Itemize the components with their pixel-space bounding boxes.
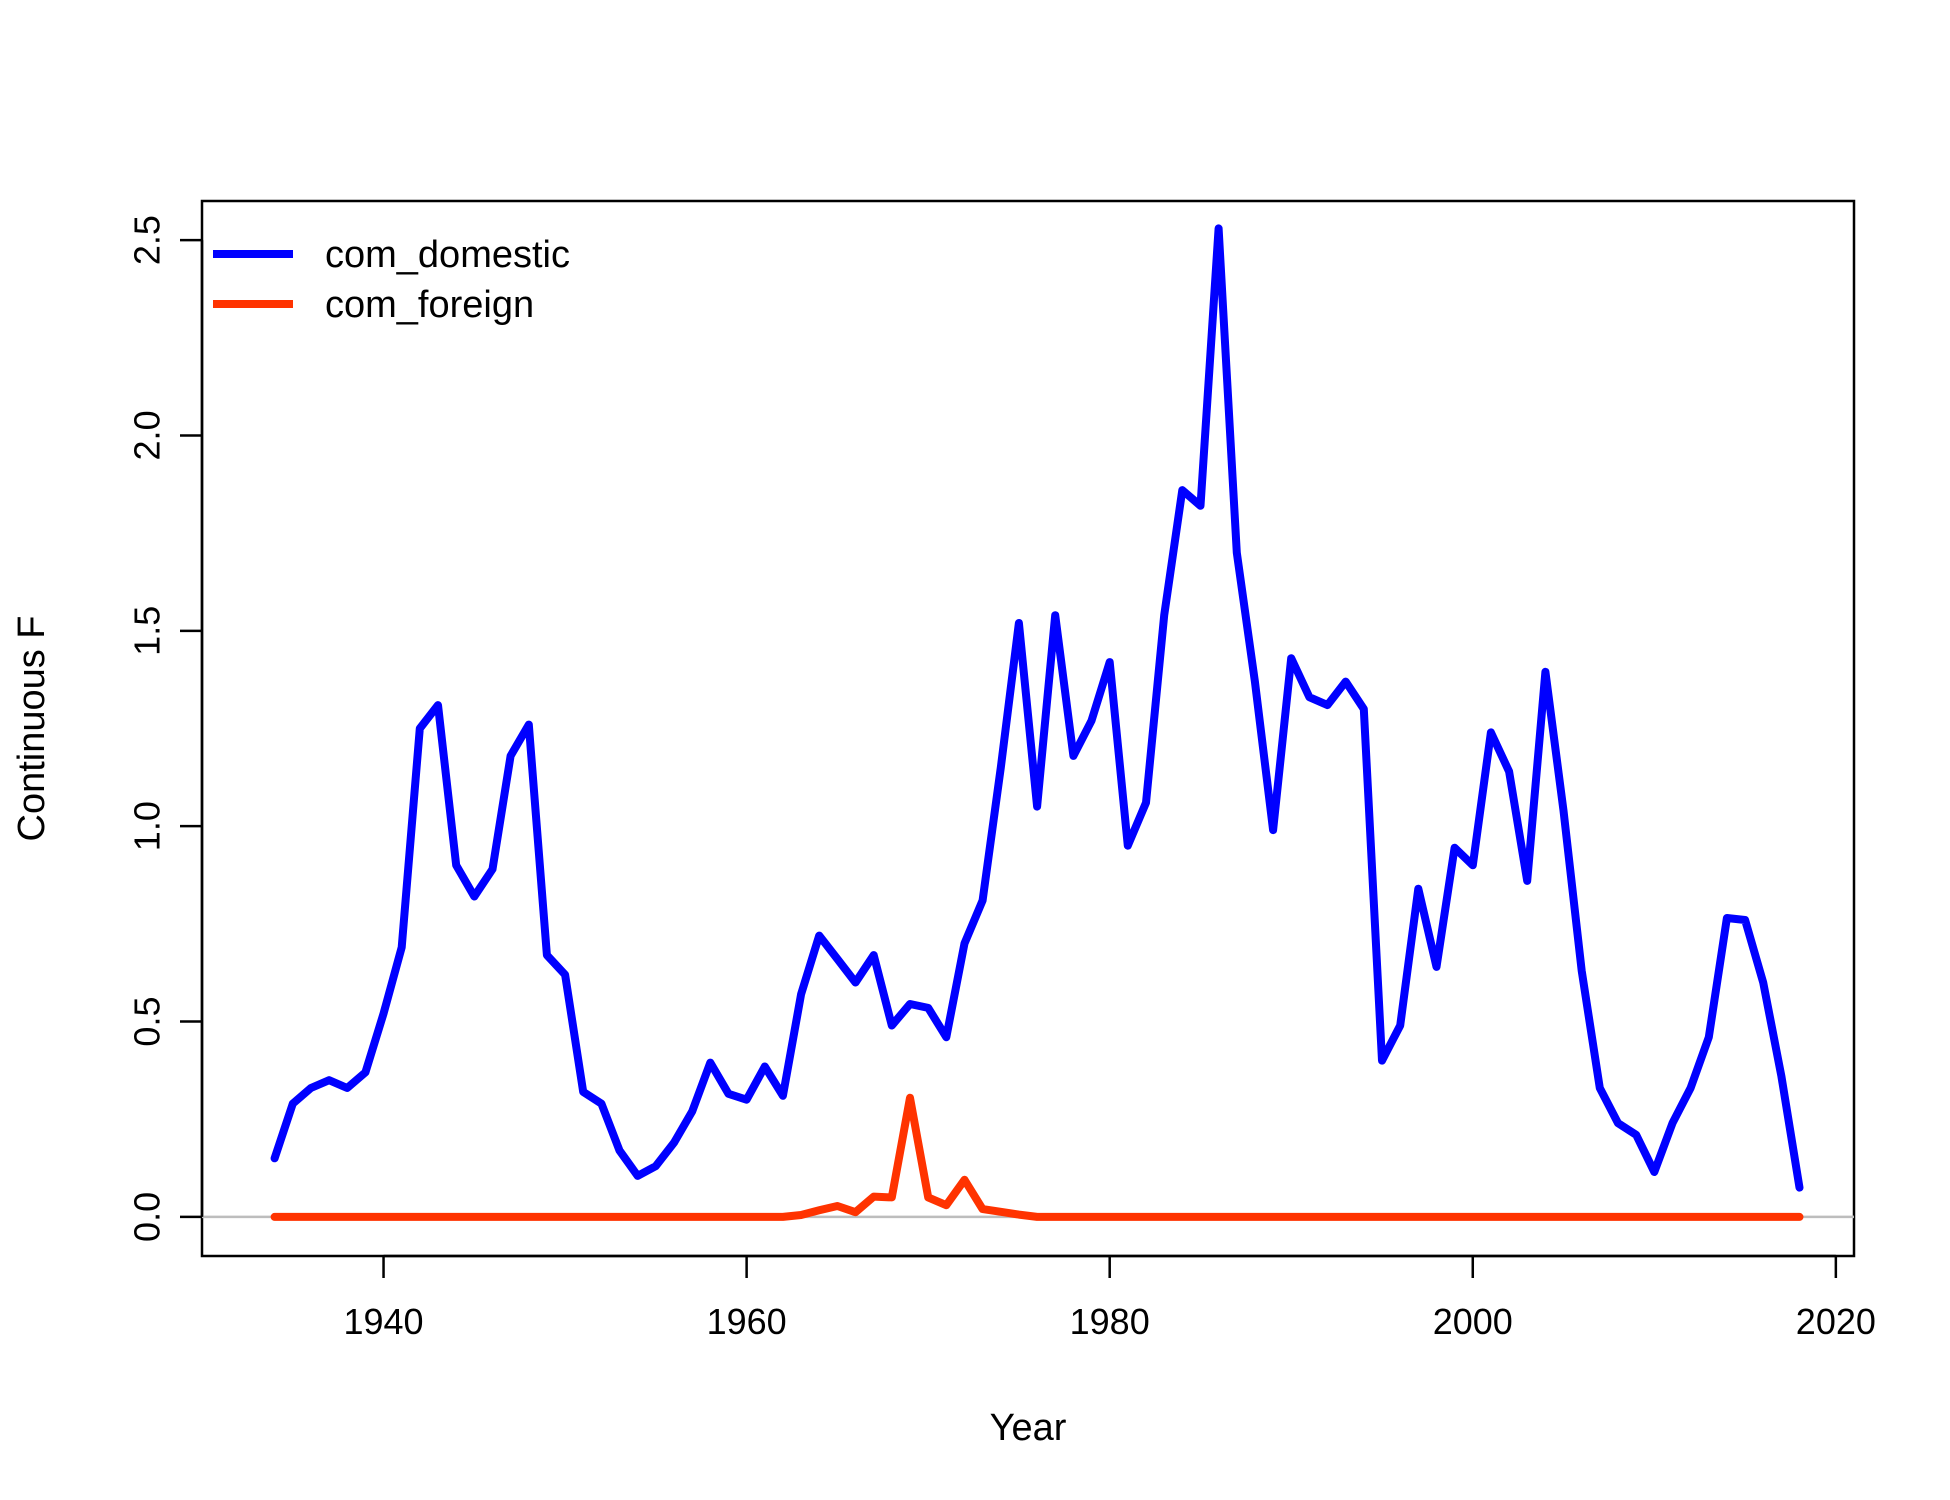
series-line-com-foreign (270, 1093, 1804, 1221)
y-tick-label: 2.5 (127, 215, 168, 265)
y-axis-label: Continuous F (11, 615, 53, 841)
x-axis: 1940 1960 1980 2000 2020 (343, 1254, 1876, 1342)
series-line-com-domestic (270, 224, 1804, 1192)
x-tick-label: 1940 (343, 1301, 423, 1342)
y-tick-label: 1.5 (127, 606, 168, 656)
legend: com_domestic com_foreign (213, 234, 570, 326)
legend-label: com_domestic (325, 234, 570, 276)
legend-label: com_foreign (325, 284, 534, 326)
series-layer (270, 224, 1804, 1221)
y-tick-label: 0.5 (127, 997, 168, 1047)
x-axis-label: Year (990, 1407, 1067, 1449)
y-axis: 0.0 0.5 1.0 1.5 2.0 2.5 (127, 215, 204, 1242)
y-tick-label: 1.0 (127, 801, 168, 851)
y-tick-label: 0.0 (127, 1192, 168, 1242)
y-tick-label: 2.0 (127, 410, 168, 460)
x-tick-label: 2000 (1433, 1301, 1513, 1342)
x-tick-label: 1980 (1070, 1301, 1150, 1342)
x-tick-label: 1960 (707, 1301, 787, 1342)
x-tick-label: 2020 (1796, 1301, 1876, 1342)
